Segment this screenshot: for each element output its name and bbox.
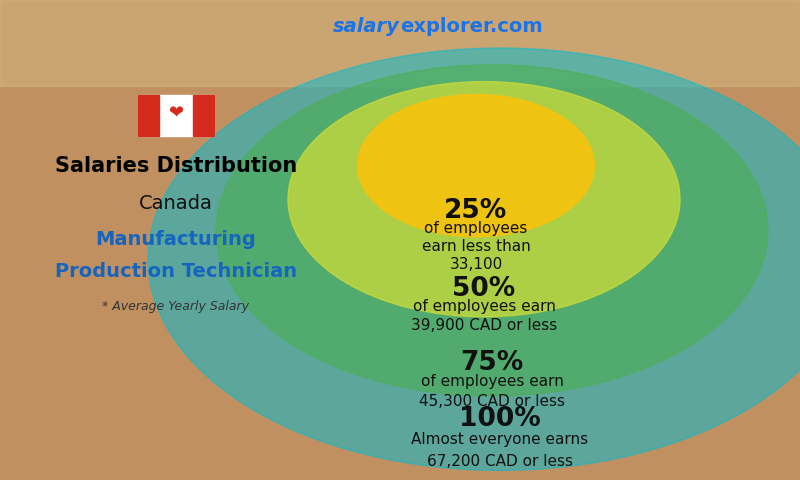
Circle shape [148, 48, 800, 470]
Text: 25%: 25% [444, 198, 508, 224]
Text: Salaries Distribution: Salaries Distribution [55, 156, 297, 176]
Text: Almost everyone earns: Almost everyone earns [411, 432, 589, 447]
Text: ❤: ❤ [169, 104, 183, 122]
Circle shape [358, 95, 594, 237]
Text: 45,300 CAD or less: 45,300 CAD or less [419, 394, 565, 408]
Circle shape [216, 65, 768, 396]
FancyBboxPatch shape [138, 95, 214, 135]
Text: 39,900 CAD or less: 39,900 CAD or less [411, 318, 557, 333]
Bar [0, 0, 800, 86]
Text: of employees earn: of employees earn [413, 299, 555, 313]
Text: 75%: 75% [460, 350, 524, 376]
Text: 67,200 CAD or less: 67,200 CAD or less [427, 454, 573, 468]
Text: 100%: 100% [459, 406, 541, 432]
Text: * Average Yearly Salary: * Average Yearly Salary [102, 300, 250, 313]
Text: salary: salary [333, 17, 400, 36]
FancyBboxPatch shape [138, 95, 159, 135]
Text: of employees earn: of employees earn [421, 374, 563, 389]
Text: Production Technician: Production Technician [55, 262, 297, 281]
FancyBboxPatch shape [193, 95, 214, 135]
Text: Manufacturing: Manufacturing [96, 230, 256, 250]
Text: of employees: of employees [424, 221, 528, 236]
Text: 50%: 50% [452, 276, 516, 302]
Text: 33,100: 33,100 [450, 257, 502, 272]
Text: earn less than: earn less than [422, 239, 530, 254]
Text: explorer.com: explorer.com [400, 17, 542, 36]
Circle shape [288, 82, 680, 317]
Text: Canada: Canada [139, 194, 213, 214]
